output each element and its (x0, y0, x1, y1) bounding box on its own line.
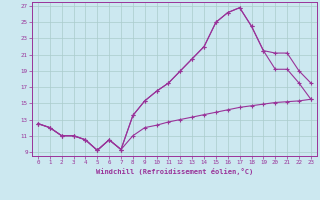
X-axis label: Windchill (Refroidissement éolien,°C): Windchill (Refroidissement éolien,°C) (96, 168, 253, 175)
